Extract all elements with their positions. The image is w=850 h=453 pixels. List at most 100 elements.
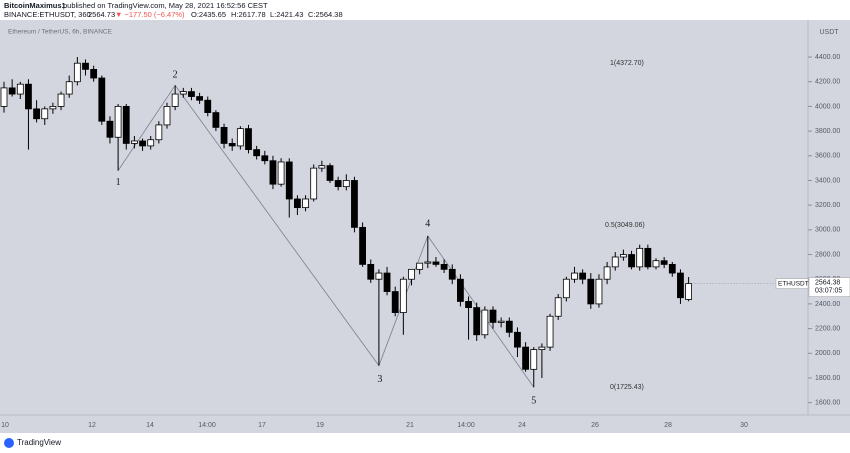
candle-body <box>473 307 481 336</box>
x-tick-label: 10 <box>1 422 9 429</box>
candle-body <box>33 108 40 120</box>
candle-body <box>163 106 171 126</box>
y-tick-label: 4000.00 <box>815 103 840 110</box>
candle-body <box>277 161 285 185</box>
y-tick-label: 2800.00 <box>815 251 840 258</box>
candle-body <box>465 301 472 309</box>
candle-body <box>538 346 546 350</box>
price-tag-text: 2564.38 <box>815 279 840 286</box>
candle-body <box>16 83 24 95</box>
candle-body <box>269 160 277 185</box>
candle-body <box>620 254 627 258</box>
published: published on TradingView.com, May 28, 20… <box>63 1 268 10</box>
candle-body <box>342 180 350 188</box>
candle-body <box>302 198 309 209</box>
ohlc-low: L:2421.43 <box>270 10 303 19</box>
candle-body <box>98 77 106 122</box>
y-tick-label: 4200.00 <box>815 79 840 86</box>
candle-body <box>359 226 367 265</box>
symbol-tag-text: ETHUSDT <box>778 280 809 287</box>
candle-body <box>448 268 456 280</box>
candle-body <box>351 180 358 228</box>
x-tick-label: 30 <box>740 422 748 429</box>
candle-body <box>424 261 432 264</box>
fib-label: 0(1725.43) <box>610 384 644 391</box>
y-tick-label: 1800.00 <box>815 375 840 382</box>
candle-body <box>685 283 692 300</box>
candle-body <box>122 106 130 144</box>
y-tick-label: 2200.00 <box>815 325 840 332</box>
fib-label: 0.5(3049.06) <box>605 222 645 229</box>
candle-body <box>668 264 676 274</box>
candle-body <box>603 266 611 280</box>
candle-body <box>522 346 529 370</box>
candle-body <box>318 165 326 169</box>
x-tick-label: 17 <box>258 422 266 429</box>
ohlc-high: H:2617.78 <box>231 10 266 19</box>
price-change: ▼ −177.50 (−6.47%) <box>115 10 185 19</box>
candle-body <box>579 272 587 280</box>
candle-body <box>432 261 440 265</box>
candle-body <box>677 272 684 299</box>
candle-body <box>139 140 146 147</box>
y-tick-label: 3400.00 <box>815 177 840 184</box>
candle-body <box>505 320 513 333</box>
currency: USDT <box>819 29 839 36</box>
candle-body <box>130 140 138 144</box>
candle-body <box>82 62 89 70</box>
fib-label: 1(4372.70) <box>610 60 644 67</box>
candle-body <box>571 272 578 280</box>
candle-body <box>171 93 179 107</box>
candle-body <box>489 309 497 323</box>
candle-body <box>90 68 98 79</box>
y-tick-label: 2400.00 <box>815 301 840 308</box>
x-tick-label: 26 <box>591 422 599 429</box>
x-tick-label: 14:00 <box>457 422 475 429</box>
x-tick-label: 14:00 <box>198 422 216 429</box>
x-tick-label: 14 <box>146 422 154 429</box>
y-tick-label: 3600.00 <box>815 153 840 160</box>
candle-body <box>8 87 16 95</box>
wave-label: 4 <box>425 218 430 229</box>
x-tick-label: 21 <box>406 422 414 429</box>
candle-body <box>391 291 399 313</box>
candle-body <box>188 91 195 97</box>
candle-body <box>456 278 464 302</box>
candle-body <box>196 96 204 101</box>
candle-body <box>644 247 652 268</box>
y-tick-label: 3800.00 <box>815 128 840 135</box>
y-tick-label: 3200.00 <box>815 202 840 209</box>
y-tick-label: 1600.00 <box>815 400 840 407</box>
x-tick-label: 28 <box>664 422 672 429</box>
last-price: 2564.73 <box>88 10 115 19</box>
candle-body <box>416 262 424 270</box>
candle-body <box>49 106 57 110</box>
x-tick-label: 12 <box>88 422 96 429</box>
logo-icon <box>4 438 14 448</box>
candle-body <box>236 128 244 147</box>
candle-body <box>326 165 334 181</box>
candle-body <box>611 256 619 268</box>
countdown: 03:07:05 <box>815 287 842 294</box>
candle-body <box>497 320 505 323</box>
candle-body <box>155 124 163 141</box>
logo-text: TradingView <box>17 438 61 447</box>
y-tick-label: 2000.00 <box>815 350 840 357</box>
candle-body <box>310 167 318 200</box>
x-tick-label: 24 <box>518 422 526 429</box>
x-tick-label: 19 <box>316 422 324 429</box>
candle-body <box>228 143 236 147</box>
wave-label: 1 <box>116 177 121 188</box>
wave-label: 3 <box>377 374 382 385</box>
candle-body <box>628 254 635 268</box>
candle-body <box>212 112 220 128</box>
candle-body <box>204 99 212 113</box>
candle-body <box>253 149 261 157</box>
candle-body <box>546 315 554 348</box>
candle-body <box>57 93 65 107</box>
candle-body <box>530 349 538 370</box>
candle-body <box>261 155 269 162</box>
candle-body <box>293 198 301 209</box>
author: BitcoinMaximus1 <box>4 1 66 10</box>
